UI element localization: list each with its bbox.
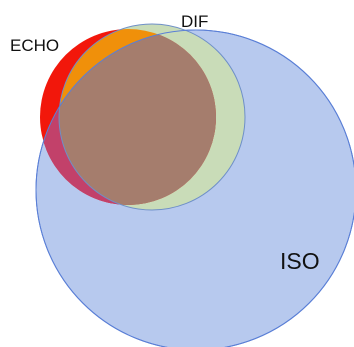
set-label-iso: ISO	[280, 248, 320, 274]
set-label-echo: ECHO	[10, 36, 60, 55]
set-label-dif: DIF	[181, 12, 209, 31]
set-dif-outline	[58, 23, 246, 211]
set-iso-outline	[35, 29, 354, 347]
